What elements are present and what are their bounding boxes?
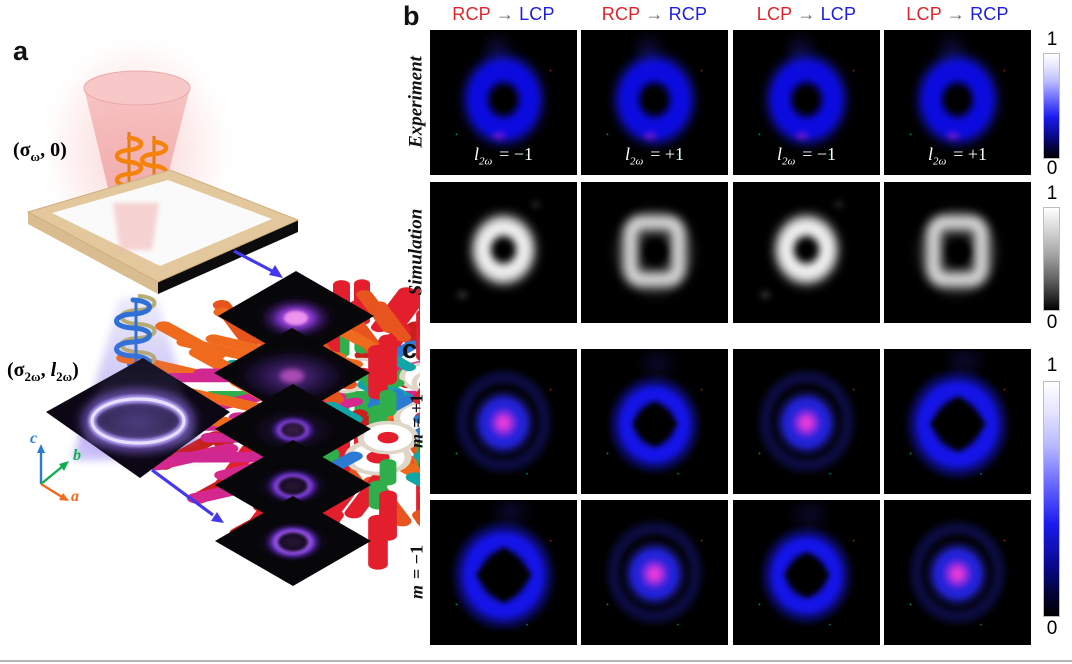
panel-a-label: a	[13, 36, 29, 66]
panel-b-label: b	[403, 1, 420, 31]
colorbar-max-label: 1	[1046, 355, 1058, 376]
topological-charge-caption: l2ω = +1	[624, 144, 685, 168]
row-label-m-plus-1: m= +1	[406, 393, 427, 449]
b-simulation-image-1	[430, 182, 577, 323]
arrow-right-icon: →	[495, 4, 515, 24]
simulation-colorbar	[1043, 207, 1060, 311]
shg-state-label: (σ2ω, l2ω)	[7, 359, 79, 384]
axis-c-label: c	[30, 430, 38, 447]
colorbar-max-label: 1	[1046, 183, 1058, 204]
b-simulation-image-2	[581, 182, 728, 323]
metasurface-plate	[26, 169, 420, 566]
crystal-axes	[37, 444, 69, 501]
panel-c-colorbar	[1043, 381, 1060, 617]
c-image-m2-1	[430, 500, 577, 645]
b-experiment-image-2: l2ω = +1	[581, 30, 728, 175]
noise-specks	[430, 30, 577, 175]
row-label-m-minus-1: m= −1	[406, 544, 427, 600]
panel-a-illustration	[26, 38, 420, 586]
square-ring-blob	[623, 215, 686, 287]
noise-specks	[733, 349, 880, 494]
colorbar-min-label: 0	[1046, 618, 1058, 639]
topological-charge-caption: l2ω = −1	[776, 144, 837, 168]
c-image-m2-4	[884, 500, 1031, 645]
arrow-right-icon: →	[946, 4, 966, 24]
c-image-m1-2	[581, 349, 728, 494]
b-experiment-image-3: l2ω = −1	[733, 30, 880, 175]
noise-specks	[581, 500, 728, 645]
c-image-m1-1	[430, 349, 577, 494]
arrow-right-icon: →	[645, 4, 664, 24]
row-label-experiment: Experiment	[405, 56, 427, 148]
noise-specks	[581, 30, 728, 175]
topological-charge-caption: l2ω = +1	[927, 144, 988, 168]
pointer-arrows	[151, 249, 283, 523]
noise-specks	[884, 349, 1031, 494]
noise-specks	[733, 500, 880, 645]
c-image-m2-2	[581, 500, 728, 645]
dark-core	[645, 241, 667, 263]
b-simulation-image-3	[733, 182, 880, 323]
b-simulation-image-4	[884, 182, 1031, 323]
topological-charge-caption: l2ω = −1	[473, 144, 534, 168]
experiment-colorbar	[1043, 53, 1060, 159]
donut-intensity-blob	[733, 182, 880, 323]
b-experiment-image-4: l2ω = +1	[884, 30, 1031, 175]
noise-specks	[733, 30, 880, 175]
polarization-header-2: RCP → RCP	[601, 4, 708, 24]
colorbar-min-label: 0	[1046, 312, 1058, 333]
figure-bottom-rule	[0, 660, 1072, 662]
square-ring-blob	[926, 215, 989, 287]
noise-specks	[430, 349, 577, 494]
noise-specks	[884, 30, 1031, 175]
dark-core	[948, 241, 970, 263]
pump-state-label: (σω, 0)	[13, 139, 67, 164]
c-image-m1-4	[884, 349, 1031, 494]
row-label-simulation: Simulation	[405, 208, 427, 296]
axis-b-label: b	[73, 447, 81, 464]
arrow-right-icon: →	[797, 4, 816, 24]
polarization-header-3: LCP → LCP	[756, 4, 857, 24]
axis-a-label: a	[71, 488, 79, 505]
c-image-m1-3	[733, 349, 880, 494]
panel-c-label: c	[402, 334, 418, 364]
colorbar-max-label: 1	[1046, 29, 1058, 50]
noise-specks	[430, 500, 577, 645]
donut-intensity-blob	[430, 182, 577, 323]
beam-overlay-glow	[82, 340, 198, 445]
polarization-header-1: RCP → LCP	[452, 4, 555, 24]
b-experiment-image-1: l2ω = −1	[430, 30, 577, 175]
noise-specks	[581, 349, 728, 494]
c-image-m2-3	[733, 500, 880, 645]
polarization-header-4: LCP → RCP	[906, 4, 1009, 24]
colorbar-min-label: 0	[1046, 158, 1058, 179]
noise-specks	[884, 500, 1031, 645]
beam-evolution-stack	[214, 271, 374, 586]
